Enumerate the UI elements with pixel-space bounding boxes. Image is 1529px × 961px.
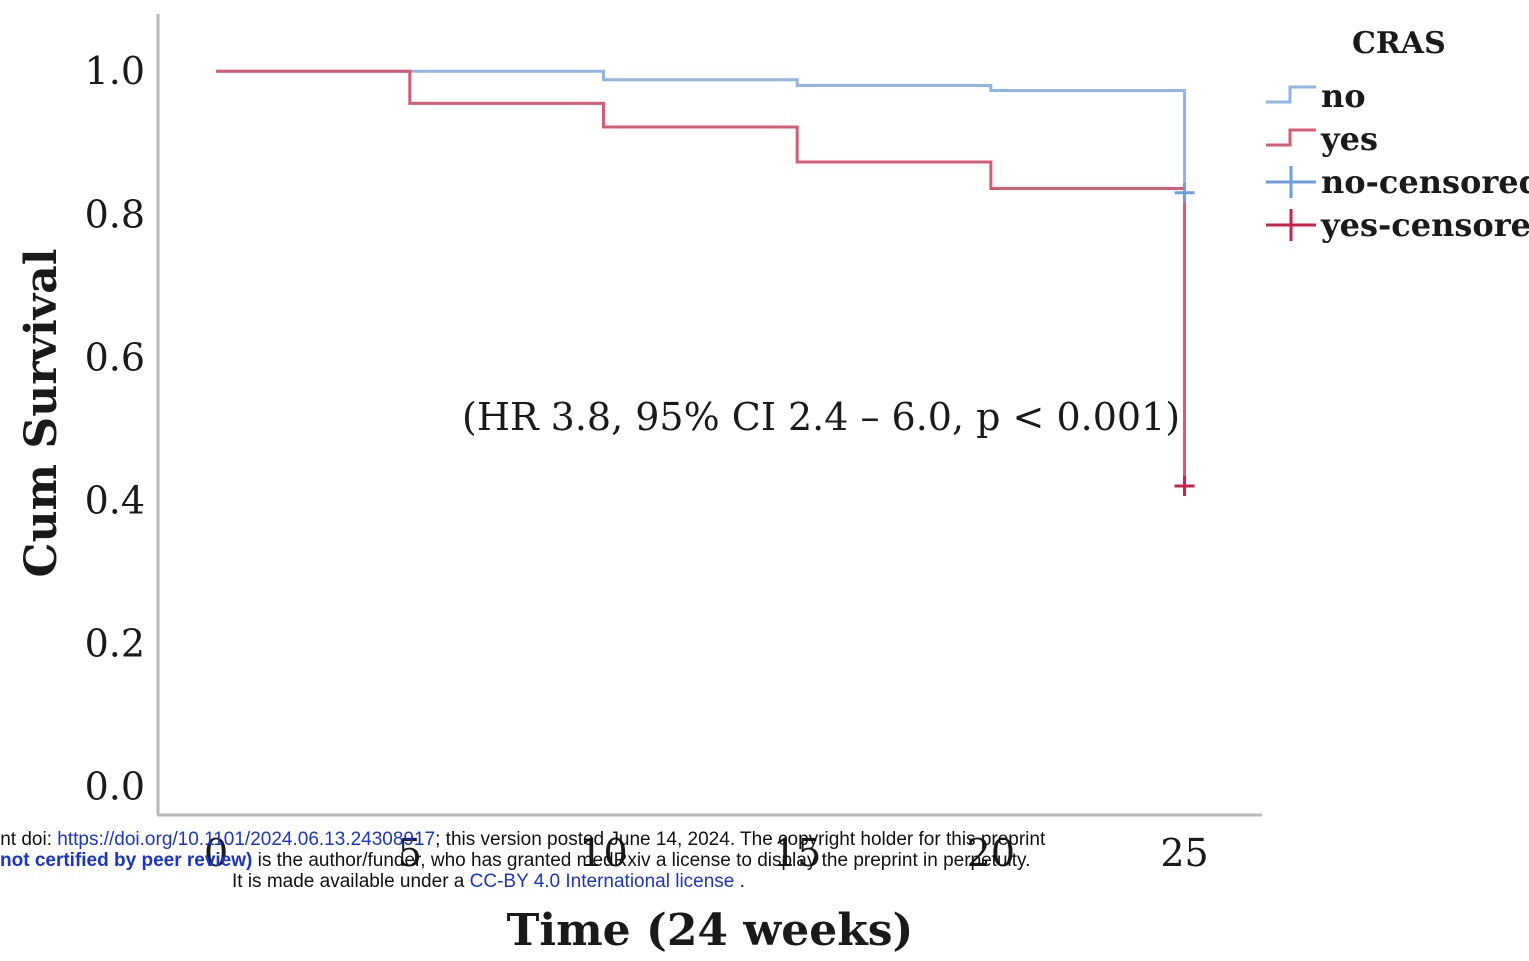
legend-swatch [1266,128,1316,147]
legend-label: no [1321,77,1366,115]
legend-entry-no: no [1266,77,1366,115]
x-tick-label: 0 [204,831,228,875]
notice-line-3-rest: . [734,871,745,892]
x-tick-label: 25 [1160,831,1208,875]
notice-line-1: int doi: https://doi.org/10.1101/2024.06… [0,829,1045,850]
legend: CRAS no yes no-censored yes-censored [1266,26,1529,244]
legend-entry-no-censored: no-censored [1266,163,1529,201]
legend-label: no-censored [1321,163,1529,201]
censor-marks [1174,182,1195,497]
y-tick-labels: 0.0 0.2 0.4 0.6 0.8 1.0 [85,49,145,808]
license-link[interactable]: CC-BY 4.0 International license [469,871,735,892]
doi-link[interactable]: https://doi.org/10.1101/2024.06.13.24308… [57,829,436,850]
notice-line-2: not certified by peer review) is the aut… [0,850,1030,871]
x-tick-label: 10 [579,831,627,875]
x-axis-title: Time (24 weeks) [507,905,914,956]
x-tick-label: 20 [967,831,1015,875]
y-tick-label: 0.4 [85,478,145,522]
notice-line-3-prefix: It is made available under a [232,871,470,892]
legend-title: CRAS [1352,26,1446,61]
series-line-no [216,69,1187,193]
y-tick-label: 0.2 [85,621,145,665]
y-tick-label: 0.0 [85,764,145,808]
legend-entry-yes: yes [1266,120,1378,158]
y-tick-label: 0.6 [85,335,145,379]
x-tick-labels: 0 5 10 15 20 25 [204,831,1209,875]
notice-line-1-rest: ; this version posted June 14, 2024. The… [435,829,1046,850]
x-tick-label: 5 [398,831,422,875]
censor-mark-yes [1174,476,1195,497]
legend-label: yes-censored [1320,206,1529,244]
peer-review-note[interactable]: not certified by peer review) [0,850,253,871]
axes [156,14,1262,817]
y-tick-label: 0.8 [85,192,145,236]
y-tick-label: 1.0 [85,49,145,93]
y-axis-title: Cum Survival [16,249,67,578]
legend-swatch [1266,85,1316,104]
x-tick-label: 15 [773,831,821,875]
annotation-text: (HR 3.8, 95% CI 2.4 – 6.0, p < 0.001) [462,395,1180,439]
notice-prefix: int doi: [0,829,58,850]
legend-entry-yes-censored: yes-censored [1266,206,1529,244]
notice-line-3: It is made available under a CC-BY 4.0 I… [232,871,745,892]
notice-line-2-rest: is the author/funder, who has granted me… [252,850,1031,871]
legend-label: yes [1320,120,1378,158]
censor-mark-no [1174,182,1195,203]
